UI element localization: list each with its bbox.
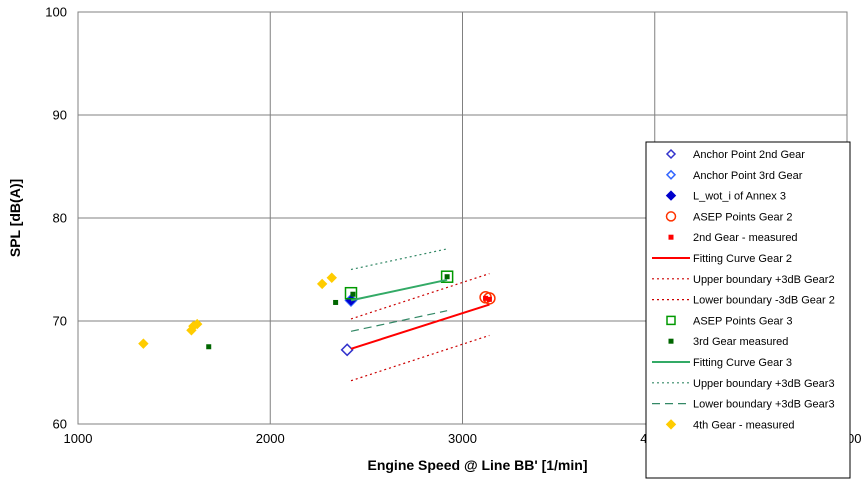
data-point xyxy=(333,299,339,305)
x-axis-label: Engine Speed @ Line BB' [1/min] xyxy=(367,457,587,473)
data-point xyxy=(344,286,358,300)
data-point xyxy=(350,291,356,297)
legend-label: Upper boundary +3dB Gear3 xyxy=(693,378,835,390)
series-9 xyxy=(206,274,450,350)
legend-label: Lower boundary +3dB Gear3 xyxy=(693,399,835,411)
legend-entry: ASEP Points Gear 2 xyxy=(665,211,792,223)
legend-label: L_wot_i of Annex 3 xyxy=(693,191,786,203)
series-11 xyxy=(350,248,448,271)
legend-label: ASEP Points Gear 2 xyxy=(693,211,792,223)
y-tick-label: 60 xyxy=(53,417,67,432)
y-tick-label: 90 xyxy=(53,108,67,123)
legend-entry: Anchor Point 2nd Gear xyxy=(665,148,805,161)
x-tick-label: 3000 xyxy=(448,431,477,446)
data-point xyxy=(138,338,149,349)
legend: Anchor Point 2nd Gear Anchor Point 3rd Ge… xyxy=(645,141,851,479)
series-line xyxy=(350,278,448,302)
data-point xyxy=(444,274,450,280)
legend-swatch xyxy=(665,148,677,160)
legend-swatch xyxy=(668,338,674,344)
legend-swatch xyxy=(666,315,676,326)
legend-entry: Anchor Point 3rd Gear xyxy=(665,169,803,182)
legend-label: Fitting Curve Gear 3 xyxy=(693,357,792,369)
legend-swatch xyxy=(665,169,677,180)
series-line xyxy=(350,273,490,320)
legend-entry: Fitting Curve Gear 2 xyxy=(652,253,792,265)
legend-entry: Lower boundary +3dB Gear3 xyxy=(652,399,835,411)
series-10 xyxy=(350,278,448,302)
legend-label: ASEP Points Gear 3 xyxy=(693,315,792,327)
legend-label: Anchor Point 3rd Gear xyxy=(693,170,803,182)
legend-entry: Upper boundary +3dB Gear2 xyxy=(652,274,835,286)
legend-label: Fitting Curve Gear 2 xyxy=(693,253,792,265)
legend-entry: Lower boundary -3dB Gear 2 xyxy=(652,295,835,307)
series-5 xyxy=(350,303,490,350)
data-point xyxy=(486,296,492,302)
data-point xyxy=(326,272,337,283)
series-13 xyxy=(138,272,337,349)
legend-entry: L_wot_i of Annex 3 xyxy=(665,190,786,203)
series-8 xyxy=(344,270,454,300)
legend-swatch xyxy=(665,419,677,430)
legend-label: Upper boundary +3dB Gear2 xyxy=(693,274,835,286)
series-4 xyxy=(483,295,492,302)
series-line xyxy=(350,303,490,350)
legend-swatch xyxy=(668,234,674,240)
series-line xyxy=(350,334,490,382)
y-tick-label: 100 xyxy=(45,5,67,20)
series-6 xyxy=(350,273,490,320)
legend-entry: Upper boundary +3dB Gear3 xyxy=(652,378,835,390)
legend-label: 4th Gear - measured xyxy=(693,419,795,431)
legend-swatch xyxy=(665,211,677,222)
series-line xyxy=(350,310,448,332)
legend-label: 2nd Gear - measured xyxy=(693,232,798,244)
legend-entry: 4th Gear - measured xyxy=(665,419,795,431)
legend-entry: 2nd Gear - measured xyxy=(668,232,798,244)
legend-entry: 3rd Gear measured xyxy=(668,336,788,348)
data-point xyxy=(316,278,328,290)
data-point xyxy=(191,318,203,330)
series-line xyxy=(350,248,448,271)
legend-box xyxy=(645,141,851,479)
series-layer xyxy=(138,248,496,382)
data-point xyxy=(206,344,212,350)
legend-label: Lower boundary -3dB Gear 2 xyxy=(693,295,835,307)
y-tick-label: 70 xyxy=(53,314,67,329)
series-12 xyxy=(350,310,448,332)
y-tick-label: 80 xyxy=(53,211,67,226)
y-axis-label: SPL [dB(A)] xyxy=(7,179,23,257)
legend-entry: Fitting Curve Gear 3 xyxy=(652,357,792,369)
data-point xyxy=(440,270,454,283)
x-tick-label: 1000 xyxy=(64,431,93,446)
legend-label: 3rd Gear measured xyxy=(693,336,788,348)
x-tick-label: 2000 xyxy=(256,431,285,446)
legend-entry: ASEP Points Gear 3 xyxy=(666,315,792,327)
legend-label: Anchor Point 2nd Gear xyxy=(693,149,805,161)
data-point xyxy=(483,295,489,301)
legend-swatch xyxy=(665,190,677,201)
series-7 xyxy=(350,334,490,382)
